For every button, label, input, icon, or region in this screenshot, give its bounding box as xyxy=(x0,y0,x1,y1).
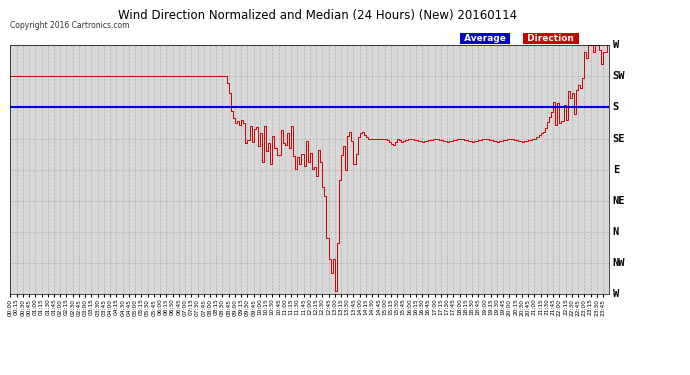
Text: Wind Direction Normalized and Median (24 Hours) (New) 20160114: Wind Direction Normalized and Median (24… xyxy=(118,9,517,22)
Text: S: S xyxy=(613,102,619,112)
Text: Copyright 2016 Cartronics.com: Copyright 2016 Cartronics.com xyxy=(10,21,130,30)
Text: N: N xyxy=(613,227,619,237)
Text: Average: Average xyxy=(461,34,509,43)
Text: E: E xyxy=(613,165,619,175)
Text: NE: NE xyxy=(613,196,625,206)
Text: W: W xyxy=(613,40,619,50)
Text: SE: SE xyxy=(613,134,625,144)
Text: SW: SW xyxy=(613,71,625,81)
Text: NW: NW xyxy=(613,258,625,268)
Text: Direction: Direction xyxy=(524,34,578,43)
Text: W: W xyxy=(613,290,619,299)
